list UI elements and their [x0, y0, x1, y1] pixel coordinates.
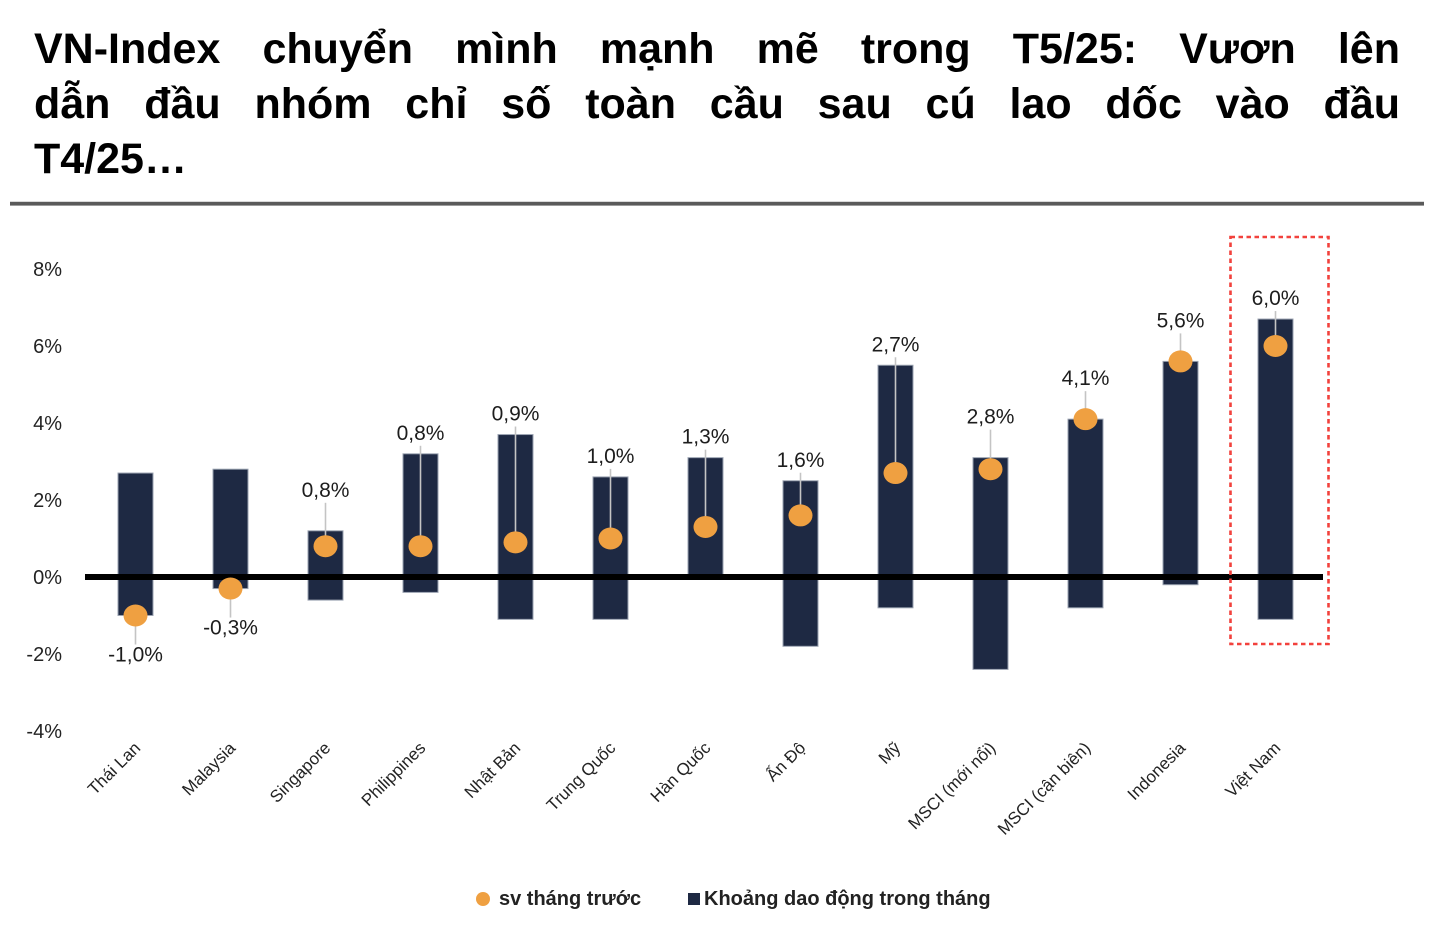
mom-change-dot: [978, 458, 1003, 481]
mom-change-dot: [1073, 408, 1098, 431]
mom-change-dot: [123, 604, 148, 627]
range-bar: [1257, 318, 1294, 620]
legend-item-vs-previous-month: sv tháng trước: [476, 886, 641, 912]
mom-change-dot: [883, 462, 908, 485]
mom-change-dot: [1168, 350, 1193, 373]
category-label: Philippines: [358, 738, 430, 810]
legend-circle-marker-icon: [476, 892, 490, 906]
category-label: Nhật Bản: [461, 738, 525, 802]
range-bar: [1162, 360, 1199, 586]
category-label: Ấn Độ: [762, 738, 809, 785]
mom-change-dot: [503, 531, 528, 554]
category-label: MSCI (mới nổi): [905, 738, 1000, 833]
category-label: Việt Nam: [1222, 738, 1285, 801]
title-line-2: dẫn đầu nhóm chỉ số toàn cầu sau cú lao …: [34, 80, 1400, 128]
y-axis-tick-label: 6%: [33, 336, 62, 358]
category-label: Hàn Quốc: [647, 738, 715, 806]
category-label: Indonesia: [1124, 738, 1190, 804]
category-label: Mỹ: [875, 738, 905, 768]
value-label: -1,0%: [108, 644, 163, 667]
value-label: 0,9%: [492, 403, 540, 426]
mom-change-dot: [788, 504, 813, 527]
category-label: Thái Lan: [84, 738, 144, 798]
value-label: -0,3%: [203, 617, 258, 640]
category-label: Singapore: [266, 738, 334, 806]
range-bar: [307, 530, 344, 601]
y-axis-tick-label: 8%: [33, 259, 62, 281]
mom-change-dot: [693, 515, 718, 538]
mom-change-dot: [313, 535, 338, 558]
value-label: 2,8%: [967, 406, 1015, 429]
y-axis-tick-label: 2%: [33, 490, 62, 512]
legend-square-marker-icon: [688, 893, 700, 905]
value-label: 1,6%: [777, 449, 825, 472]
range-bar: [117, 472, 154, 616]
chart-legend: sv tháng trước Khoảng dao động trong thá…: [0, 886, 1432, 916]
y-axis-tick-label: 0%: [33, 567, 62, 589]
legend-label: sv tháng trước: [499, 887, 642, 910]
category-label: MSCI (cận biên): [994, 738, 1094, 838]
y-axis-tick-label: 4%: [33, 413, 62, 435]
page-title: VN-Index chuyển mình mạnh mẽ trong T5/25…: [34, 22, 1400, 187]
value-label: 2,7%: [872, 333, 920, 356]
vietnam-highlight-box: [1229, 235, 1330, 646]
value-label: 1,0%: [587, 445, 635, 468]
title-line-1: VN-Index chuyển mình mạnh mẽ trong T5/25…: [34, 25, 1400, 73]
mom-change-dot: [408, 535, 433, 558]
y-axis-tick-label: -4%: [26, 721, 62, 743]
legend-item-monthly-range: Khoảng dao động trong tháng: [688, 886, 991, 912]
category-label: Trung Quốc: [543, 738, 620, 815]
range-bar: [972, 457, 1009, 670]
value-label: 0,8%: [397, 422, 445, 445]
value-label: 4,1%: [1062, 367, 1110, 390]
mom-change-dot: [1263, 335, 1288, 357]
range-bar: [212, 468, 249, 590]
value-label: 5,6%: [1157, 309, 1205, 332]
title-divider-rule: [10, 201, 1424, 206]
value-label: 1,3%: [682, 426, 730, 449]
y-axis-tick-label: -2%: [26, 644, 62, 666]
category-label: Malaysia: [178, 738, 239, 799]
value-label: 0,8%: [302, 479, 350, 502]
mom-change-dot: [218, 577, 243, 600]
mom-change-dot: [598, 527, 623, 550]
value-label: 6,0%: [1252, 287, 1300, 310]
title-line-3: T4/25…: [34, 135, 187, 183]
legend-label: Khoảng dao động trong tháng: [704, 887, 991, 910]
